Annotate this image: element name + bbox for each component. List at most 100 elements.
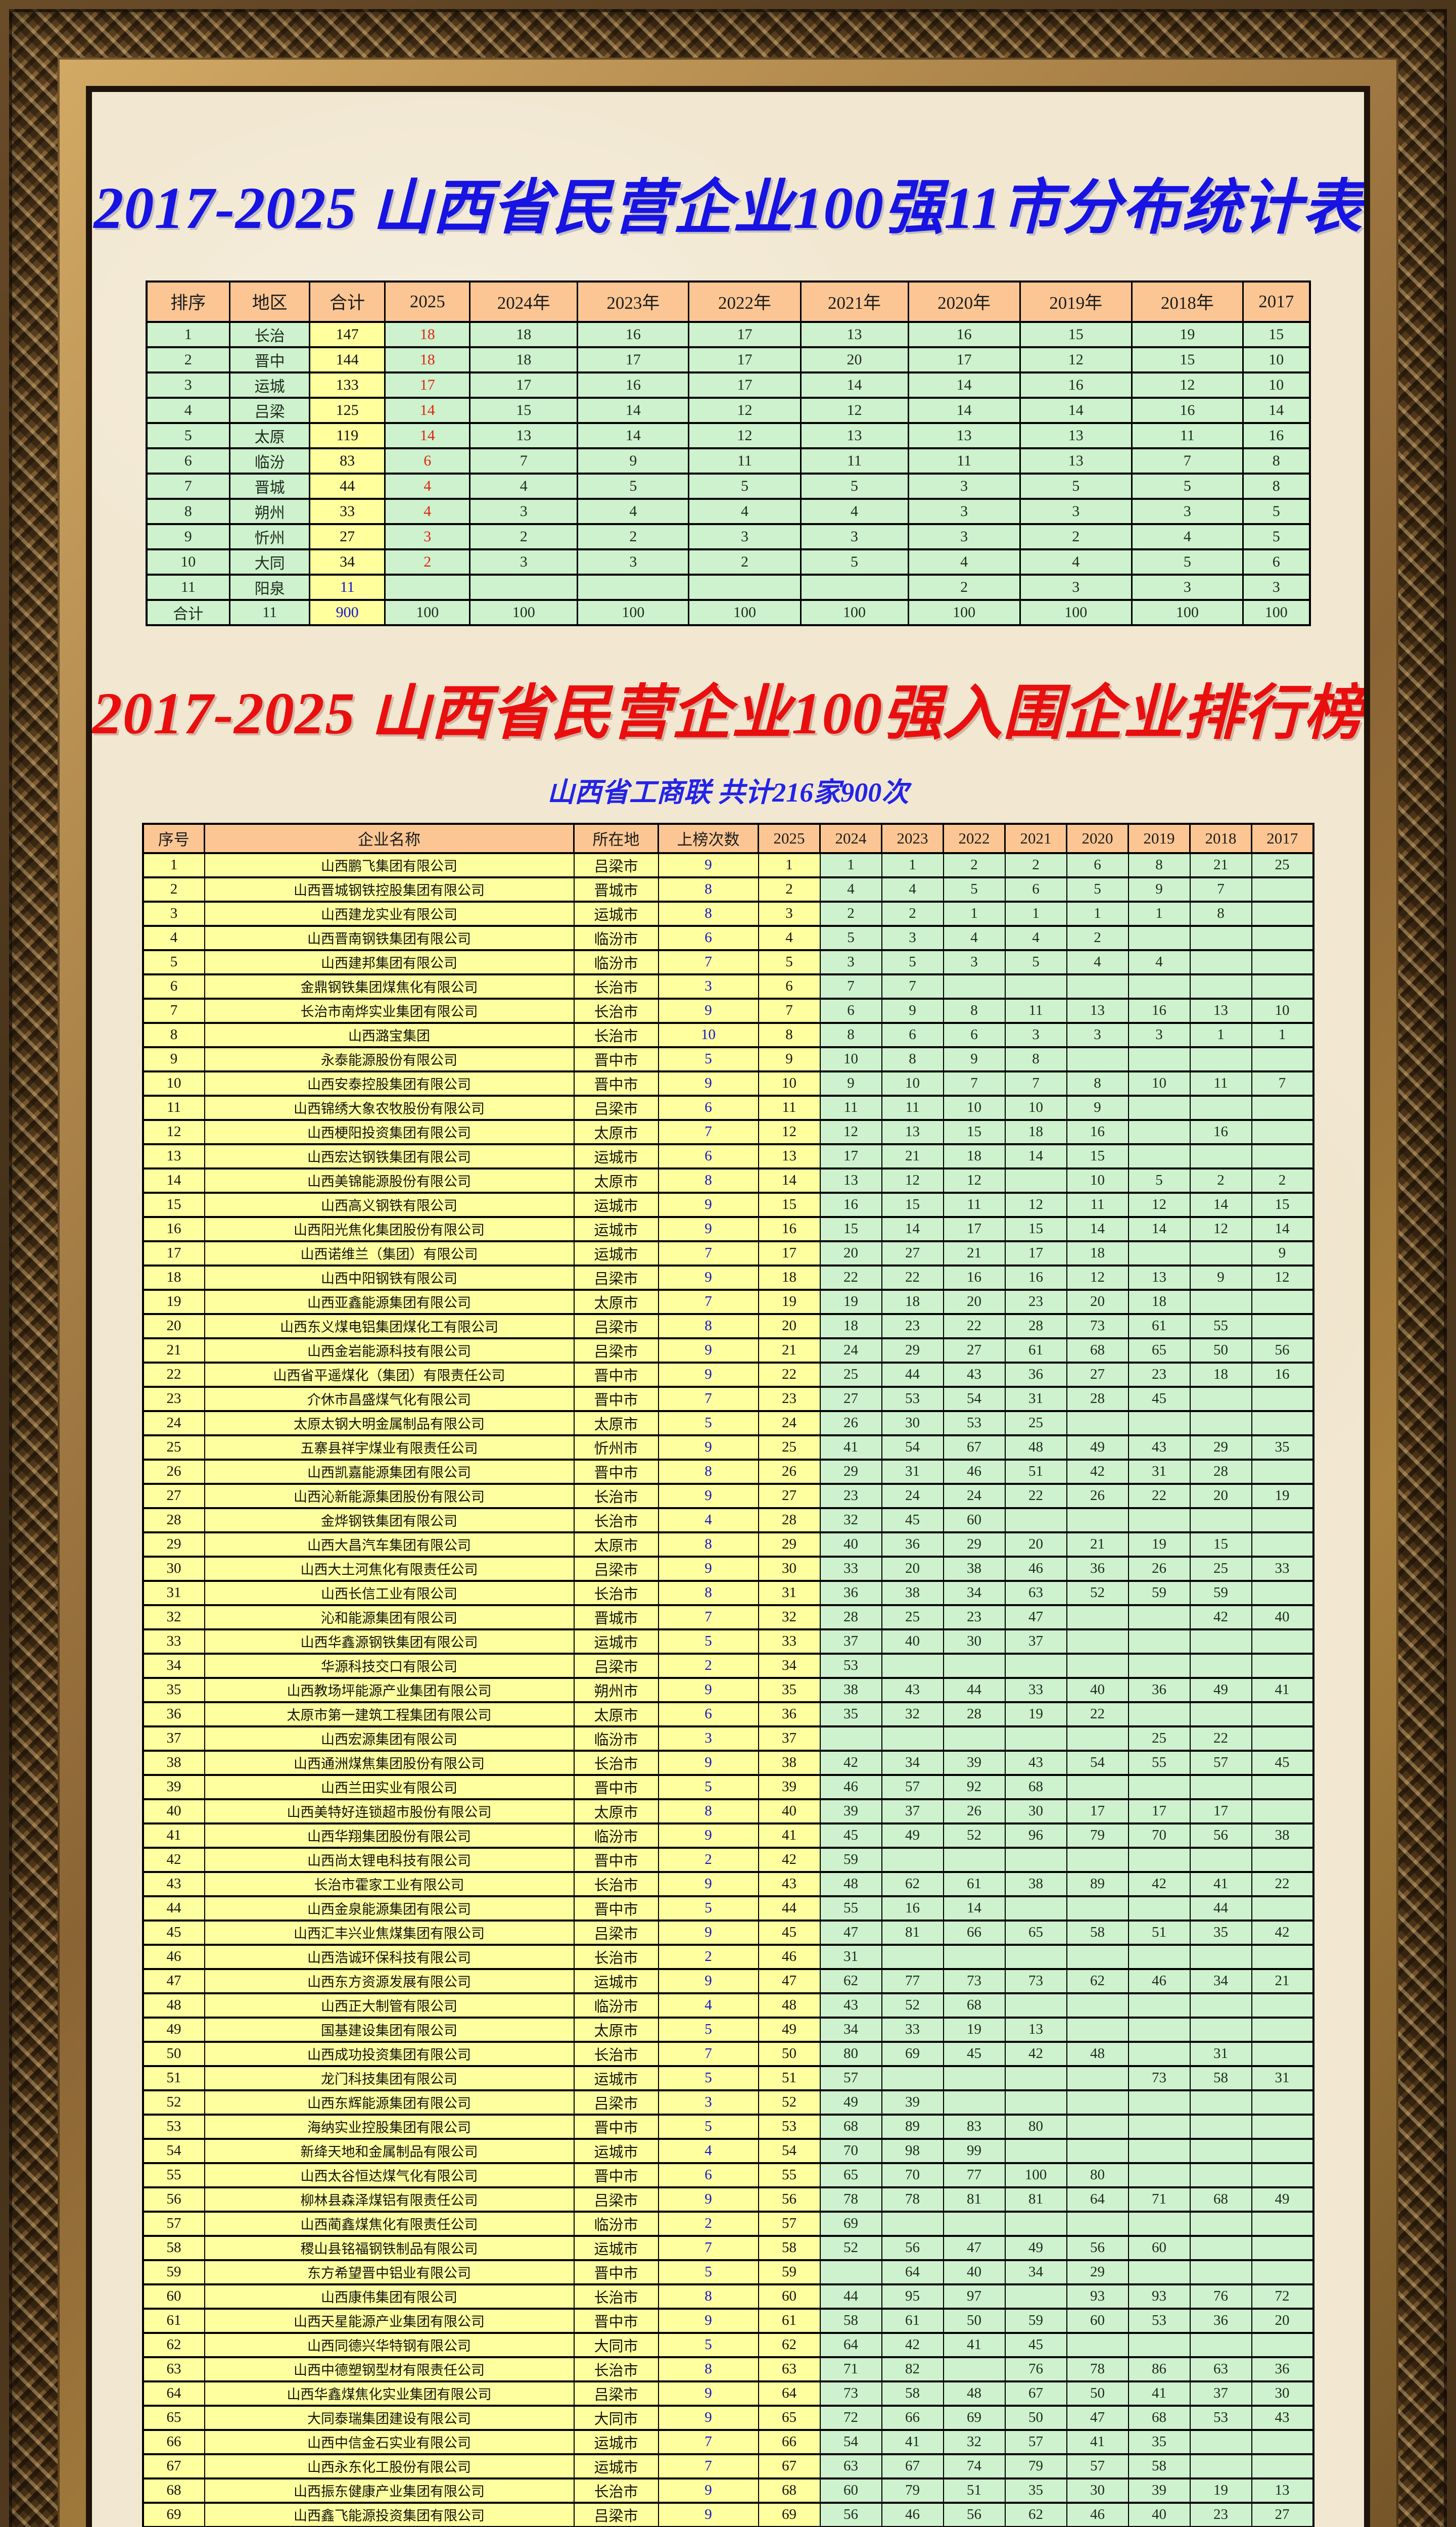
table-cell: 5 [577,472,690,500]
table-cell: 晋城 [229,472,311,500]
table-row: 8 山西潞宝集团 长治市 10 8 8 6 6 3 3 3 1 1 [142,1021,1314,1048]
table-cell: 32 [758,1604,821,1630]
table-cell: 32 [943,2428,1006,2455]
table-cell: 运城 [229,371,311,399]
city-distribution-table: 排序 地区 合计 2025 2024年 2023年 2022年 2021年 2020年 2019年… [145,280,1311,626]
table-row: 3 山西建龙实业有限公司 运城市 8 3 2 2 1 1 1 1 8 [142,900,1314,927]
table-cell: 64 [1066,2186,1129,2213]
table-cell: 53 [943,1410,1006,1436]
table-cell: 3 [657,973,759,1000]
table-cell: 22 [1189,1725,1252,1752]
table-cell: 69 [943,2404,1006,2431]
table-cell: 30 [1066,2477,1129,2504]
table-cell: 125 [309,396,386,424]
table-cell: 55 [142,2162,205,2188]
table-cell: 9 [819,1070,882,1097]
table-cell: 长治市 [573,2356,659,2382]
table-cell: 46 [1128,1968,1191,1994]
table-cell [1189,1628,1252,1655]
table-cell: 66 [943,1919,1006,1946]
table-cell: 41 [142,1822,205,1849]
table-cell: 17 [1189,1798,1252,1824]
table-cell: 临汾市 [573,1992,659,2019]
table-cell: 山西高义钢铁有限公司 [204,1191,575,1218]
table-cell: 5 [657,1895,759,1922]
table-cell: 54 [943,1385,1006,1412]
table-cell: 7 [145,472,231,500]
table-cell: 28 [758,1507,821,1533]
table-cell: 81 [1004,2186,1067,2213]
table-cell: 48 [1066,2040,1129,2067]
table-cell: 11 [688,447,802,475]
table-cell: 临汾 [229,447,311,475]
table-cell: 临汾市 [573,2210,659,2237]
table-cell: 81 [943,2186,1006,2213]
table-cell: 26 [142,1458,205,1485]
column-header: 2025 [758,823,821,854]
table-cell: 14 [1242,396,1311,424]
table-cell: 62 [819,1968,882,1994]
table-cell [1189,1046,1252,1072]
table-cell: 50 [1189,1337,1252,1364]
table-cell [1189,1094,1252,1121]
table-cell: 42 [1066,1458,1129,1485]
table-cell [1128,973,1191,1000]
table-cell [469,573,579,601]
table-cell: 7 [469,447,579,475]
table-cell: 23 [819,1482,882,1509]
table-cell: 山西中德塑钢型材有限责任公司 [204,2356,575,2382]
table-cell: 66 [881,2404,944,2431]
table-cell: 太原市 [573,1798,659,1824]
table-cell: 49 [142,2016,205,2043]
table-cell: 40 [881,1628,944,1655]
table-cell: 17 [943,1215,1006,1242]
table-cell: 58 [1189,2065,1252,2091]
table-cell: 56 [142,2186,205,2213]
table-cell: 23 [1128,1361,1191,1388]
table-cell: 39 [142,1773,205,1800]
table-cell: 长治市 [573,997,659,1024]
table-cell: 50 [142,2040,205,2067]
column-header: 2022年 [688,280,802,323]
table-row: 24 太原太钢大明金属制品有限公司 太原市 5 24 26 30 53 25 [142,1410,1314,1436]
table-cell: 吕梁市 [573,2186,659,2213]
table-cell [1251,876,1314,903]
table-cell: 48 [758,1992,821,2019]
table-cell: 1 [1251,1021,1314,1048]
table-cell: 6 [657,1701,759,1727]
table-cell: 吕梁市 [573,2380,659,2407]
table-cell: 9 [657,1919,759,1946]
table-row: 21 山西金岩能源科技有限公司 吕梁市 9 21 24 29 27 61 68 65 50 56 [142,1337,1314,1364]
table-cell: 3 [142,900,205,927]
table-cell: 吕梁市 [573,2501,659,2527]
table-cell: 96 [1004,1822,1067,1849]
table-cell: 11 [800,447,909,475]
table-cell: 山西宏达钢铁集团有限公司 [204,1143,575,1169]
table-cell [1004,1725,1067,1752]
table-cell: 8 [657,1579,759,1606]
table-cell: 临汾市 [573,949,659,975]
table-cell [1128,1410,1191,1436]
table-cell: 26 [758,1458,821,1485]
table-cell: 4 [577,497,690,525]
table-cell: 32 [819,1507,882,1533]
table-cell: 太原市 [573,1531,659,1558]
table-cell [1066,1725,1129,1752]
table-cell: 11 [229,598,311,626]
table-cell: 2 [1066,924,1129,951]
table-cell: 12 [819,1118,882,1145]
table-cell: 45 [943,2040,1006,2067]
table-cell: 37 [1189,2380,1252,2407]
table-cell: 山西华鑫源钢铁集团有限公司 [204,1628,575,1655]
table-cell: 晋中市 [573,1070,659,1097]
table-cell: 57 [758,2210,821,2237]
table-cell: 山西阳光焦化集团股份有限公司 [204,1215,575,1242]
table-cell: 17 [907,346,1021,373]
table-cell [1128,1046,1191,1072]
table-cell: 13 [907,422,1021,449]
table-cell: 18 [469,320,579,348]
table-cell [1251,2234,1314,2261]
table-cell [1004,2283,1067,2310]
table-cell: 22 [1004,1482,1067,1509]
table-cell: 太原市第一建筑工程集团有限公司 [204,1701,575,1727]
